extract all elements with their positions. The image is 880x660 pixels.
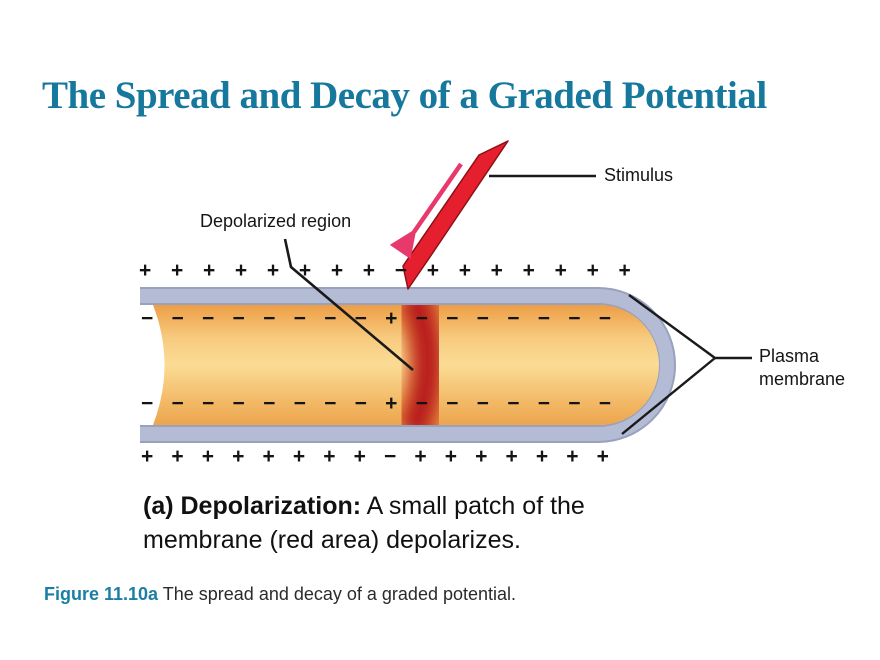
depolarized-patch — [391, 305, 452, 425]
charge-symbol: + — [444, 445, 458, 468]
charge-symbol: − — [476, 392, 489, 415]
charge-symbol: + — [414, 445, 427, 468]
charge-symbol: − — [171, 392, 184, 415]
charge-symbol: + — [505, 445, 518, 468]
charge-symbol: + — [292, 445, 306, 468]
charge-symbol: + — [426, 259, 439, 282]
charge-symbol: − — [568, 307, 581, 330]
charge-symbol: − — [354, 307, 367, 330]
slide-title: The Spread and Decay of a Graded Potenti… — [42, 74, 767, 117]
charge-symbol: − — [415, 392, 428, 415]
charge-row-outside-bottom: + + + + + + + + − + + + + + + + — [141, 445, 609, 469]
charge-symbol: + — [554, 259, 567, 282]
charge-symbol: + — [262, 445, 275, 468]
figure-caption: Figure 11.10a The spread and decay of a … — [44, 583, 744, 606]
stimulus-arrow-icon — [389, 162, 463, 260]
charge-symbol: + — [458, 259, 471, 282]
charge-symbol: − — [537, 307, 550, 330]
charge-symbol: + — [298, 259, 312, 282]
plasma-membrane — [140, 289, 674, 441]
charge-symbol: + — [171, 445, 184, 468]
charge-symbol: − — [384, 445, 397, 468]
stimulus-label: Stimulus — [604, 165, 674, 185]
charge-symbol: − — [394, 259, 408, 282]
charge-symbol: + — [330, 259, 344, 282]
charge-symbol: + — [353, 445, 366, 468]
charge-symbol: + — [385, 307, 398, 330]
charge-row-inside-bottom: − − − − − − − − + − − − − − − − — [141, 392, 611, 416]
figure-caption-text: The spread and decay of a graded potenti… — [162, 584, 517, 604]
depolarized-region-label: Depolarized region — [200, 211, 352, 231]
charge-symbol: + — [141, 445, 154, 468]
charge-symbol: − — [232, 392, 245, 415]
figure-caption-label: Figure 11.10a — [44, 584, 159, 604]
charge-symbol: + — [618, 259, 631, 282]
charge-symbol: − — [232, 307, 245, 330]
charge-symbol: + — [596, 445, 609, 468]
panel-caption-text: A small patch of the membrane (red area)… — [143, 492, 585, 554]
charge-symbol: + — [522, 259, 535, 282]
charge-symbol: + — [535, 445, 549, 468]
charge-row-inside-top: − − − − − − − − + − − − − − − − — [141, 307, 611, 331]
charge-symbol: − — [293, 307, 306, 330]
charge-symbol: + — [586, 259, 599, 282]
plasma-membrane-leader-lower — [621, 357, 716, 435]
charge-symbol: − — [476, 307, 489, 330]
charge-symbol: − — [446, 307, 459, 330]
panel-caption: (a) Depolarization: A small patch of the… — [143, 489, 691, 557]
charge-symbol: − — [171, 307, 184, 330]
charge-symbol: + — [362, 259, 376, 282]
charge-symbol: − — [263, 307, 276, 330]
charge-symbol: + — [202, 259, 216, 282]
charge-symbol: + — [234, 259, 248, 282]
charge-symbol: − — [507, 392, 520, 415]
charge-symbol: − — [354, 392, 367, 415]
charge-symbol: + — [232, 445, 245, 468]
charge-symbol: − — [141, 392, 154, 415]
charge-symbol: − — [141, 307, 154, 330]
charge-symbol: − — [507, 307, 520, 330]
charge-symbol: − — [202, 392, 215, 415]
charge-symbol: − — [568, 392, 581, 415]
charge-symbol: + — [266, 259, 280, 282]
charge-symbol: + — [170, 259, 184, 282]
charge-symbol: − — [415, 307, 428, 330]
charge-symbol: − — [598, 392, 611, 415]
plasma-membrane-label: Plasma membrane — [759, 346, 846, 389]
charge-symbol: − — [598, 307, 611, 330]
charge-symbol: − — [537, 392, 550, 415]
charge-symbol: + — [490, 259, 503, 282]
charge-symbol: + — [385, 392, 398, 415]
charge-symbol: − — [324, 307, 337, 330]
charge-symbol: − — [293, 392, 306, 415]
charge-symbol: + — [201, 445, 215, 468]
panel-caption-heading: (a) Depolarization: — [143, 492, 362, 520]
charge-symbol: + — [139, 259, 152, 282]
charge-symbol: − — [202, 307, 215, 330]
depolarized-region-leader-line — [283, 238, 414, 371]
charge-symbol: + — [475, 445, 488, 468]
charge-symbol: − — [446, 392, 459, 415]
charge-symbol: − — [324, 392, 337, 415]
charge-symbol: + — [566, 445, 579, 468]
charge-symbol: − — [263, 392, 276, 415]
charge-row-outside-top: + + + + + + + + − + + + + + + + — [139, 259, 631, 283]
charge-symbol: + — [323, 445, 336, 468]
